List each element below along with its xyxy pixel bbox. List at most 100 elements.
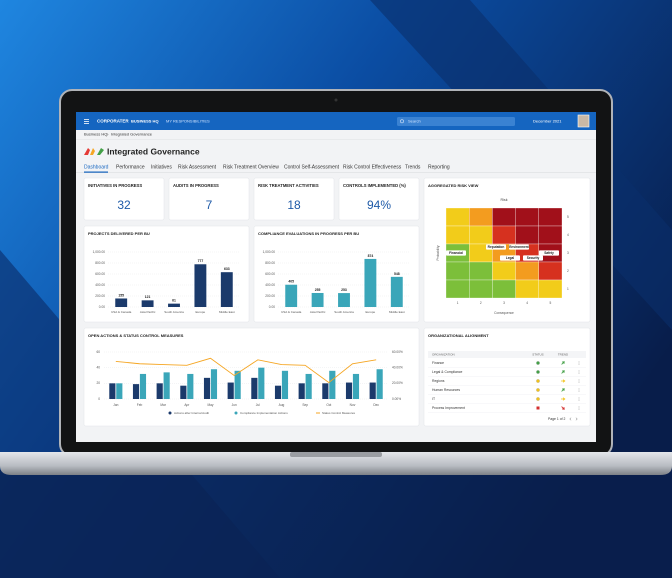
menu-icon[interactable]: [84, 123, 89, 124]
heatmap-cell: [469, 207, 493, 227]
risk-tag[interactable]: [486, 244, 506, 250]
row-menu[interactable]: [578, 399, 580, 401]
tab[interactable]: Performance: [116, 164, 145, 170]
trend-arrow: [561, 361, 565, 365]
pager-next[interactable]: [575, 417, 578, 421]
kpi-label: AUDITS IN PROGRESS: [173, 183, 219, 188]
risk-tag[interactable]: [539, 250, 559, 256]
heatmap-cell: [515, 261, 539, 281]
x-tick-label: Jun: [232, 403, 237, 407]
breadcrumb[interactable]: Business HQ: [84, 132, 107, 137]
org-name[interactable]: Human Resources: [432, 388, 460, 392]
bar: [311, 292, 324, 307]
row-menu[interactable]: [578, 363, 580, 365]
risk-tag[interactable]: [509, 244, 529, 250]
row-menu[interactable]: [578, 370, 580, 372]
row-menu[interactable]: [578, 390, 580, 392]
y-tick-label: 800.00: [95, 261, 105, 265]
tab[interactable]: Risk Control Effectiveness: [343, 164, 402, 170]
org-name[interactable]: Regions: [432, 379, 445, 383]
column-header: STATUS: [532, 352, 543, 356]
row-menu[interactable]: [578, 361, 580, 363]
heatmap-cell: [469, 279, 493, 299]
tab[interactable]: Risk Assessment: [178, 164, 217, 170]
org-name[interactable]: Legal & Compliance: [432, 370, 462, 374]
search-box[interactable]: [397, 117, 515, 126]
org-name[interactable]: Finance: [432, 361, 444, 365]
row-menu[interactable]: [578, 397, 580, 399]
y-scale-label: 4: [567, 233, 569, 237]
row-menu[interactable]: [578, 371, 580, 373]
data-label: 633: [224, 267, 230, 271]
row-menu[interactable]: [578, 372, 580, 374]
data-label: 121: [145, 295, 151, 299]
risk-label: Legal: [506, 256, 514, 260]
row-menu[interactable]: [578, 381, 580, 383]
bar: [115, 298, 128, 307]
bar: [281, 370, 289, 399]
status-indicator: [536, 370, 540, 374]
row-menu[interactable]: [578, 408, 580, 410]
nav-item[interactable]: MY RESPONSIBILITIES: [166, 119, 210, 124]
row-menu[interactable]: [578, 380, 580, 382]
x-tick-label: USA & Canada: [111, 310, 132, 314]
y-scale-label: 1: [567, 287, 569, 291]
active-tab-indicator: [84, 171, 108, 173]
y2-tick-label: 40.00%: [392, 366, 403, 370]
bar: [345, 382, 353, 399]
risk-tag[interactable]: [446, 250, 466, 256]
trend-arrow: [561, 388, 565, 392]
period[interactable]: December 2021: [533, 119, 562, 124]
data-label: 777: [198, 259, 204, 263]
kpi-value: 7: [206, 198, 213, 212]
risk-tag[interactable]: [523, 255, 543, 261]
org-name[interactable]: IT: [432, 397, 435, 401]
row-menu[interactable]: [578, 406, 580, 408]
row-menu[interactable]: [578, 389, 580, 391]
avatar[interactable]: [577, 114, 590, 128]
logo: CORPORATER: [97, 119, 129, 124]
risk-tag[interactable]: [500, 255, 520, 261]
y-tick-label: 400.00: [265, 283, 275, 287]
x-tick-label: Middle East: [219, 310, 235, 314]
card-title: ORGANIZATIONAL ALIGNMENT: [428, 333, 489, 338]
row-menu[interactable]: [578, 388, 580, 390]
bar: [322, 383, 329, 399]
tab[interactable]: Initiatives: [151, 164, 172, 170]
tab[interactable]: Dashboard: [84, 164, 109, 170]
legend-label[interactable]: Actions after Internal Audit: [174, 411, 209, 415]
bar: [285, 284, 298, 307]
legend-label[interactable]: Compliance Implementation Actions: [240, 411, 288, 415]
x-tick-label: Europe: [366, 310, 376, 314]
tab[interactable]: Risk Treatment Overview: [223, 164, 279, 170]
x-tick-label: Jan: [113, 403, 118, 407]
tab[interactable]: Trends: [405, 164, 421, 170]
pager-prev[interactable]: [569, 417, 572, 421]
org-name[interactable]: Process Improvement: [432, 406, 465, 410]
nav-item[interactable]: BUSINESS HQ: [131, 119, 159, 124]
row-menu[interactable]: [578, 407, 580, 409]
heatmap-cell: [515, 225, 539, 245]
chart-title: OPEN ACTIONS & STATUS CONTROL MEASURES: [88, 333, 184, 338]
row-menu[interactable]: [578, 379, 580, 381]
tab[interactable]: Reporting: [428, 164, 450, 170]
row-menu[interactable]: [578, 398, 580, 400]
title-icon: [97, 148, 104, 155]
y-tick-label: 800.00: [265, 261, 275, 265]
tab[interactable]: Control Self-Assessment: [284, 164, 340, 170]
bar: [109, 383, 116, 399]
legend-swatch: [168, 411, 172, 415]
y-tick-label: 0: [98, 397, 100, 401]
bar: [274, 385, 282, 399]
menu-icon: [84, 121, 89, 122]
heatmap-cell: [492, 279, 516, 299]
legend-label[interactable]: Status Control Measures: [322, 411, 356, 415]
table-header: [428, 351, 586, 358]
heatmap-cell: [445, 225, 470, 245]
data-label: 255: [315, 288, 321, 292]
row-menu[interactable]: [578, 362, 580, 364]
kpi-value: 18: [287, 198, 301, 212]
x-tick-label: Apr: [184, 403, 190, 407]
y-tick-label: 20: [96, 381, 100, 385]
